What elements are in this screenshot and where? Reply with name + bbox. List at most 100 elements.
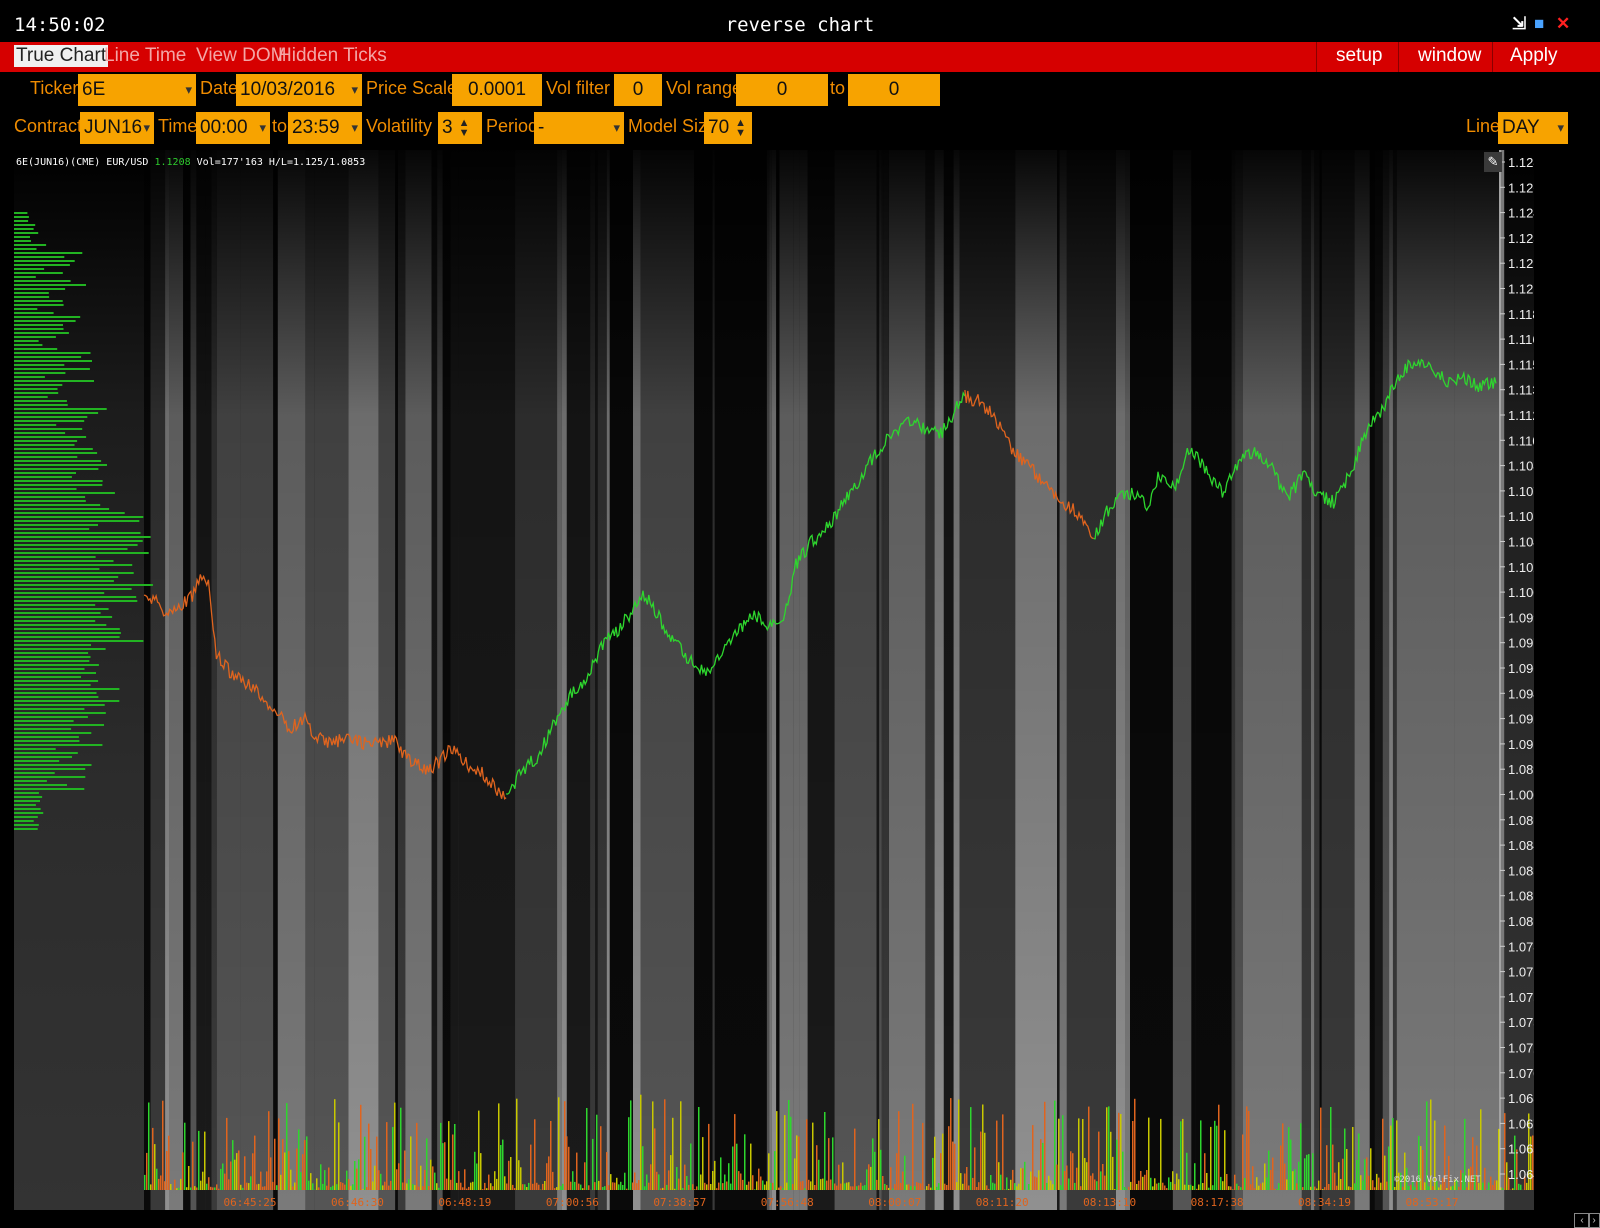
profile-bar <box>14 604 96 606</box>
volume-bar <box>1476 1145 1478 1190</box>
volume-bar <box>674 1188 676 1190</box>
volume-bar <box>868 1164 870 1190</box>
y-tick-label: 1.104 <box>1508 535 1534 550</box>
volume-bar <box>946 1185 948 1190</box>
line-select[interactable]: DAY ▾ <box>1498 112 1568 144</box>
vol-filter-input[interactable]: 0 <box>614 74 662 106</box>
volume-bar <box>694 1189 696 1190</box>
date-value: 10/03/2016 <box>240 79 336 100</box>
profile-bar <box>14 648 106 650</box>
volume-bar <box>768 1153 770 1190</box>
volume-bar <box>664 1099 666 1190</box>
setup-button[interactable]: setup <box>1336 45 1383 66</box>
volume-bar <box>1412 1181 1414 1190</box>
volume-bar <box>1236 1183 1238 1190</box>
chevron-right-icon[interactable]: › <box>1588 1213 1600 1228</box>
volume-bar <box>512 1184 514 1190</box>
volume-bar <box>264 1186 266 1190</box>
volume-bar <box>888 1187 890 1190</box>
volume-bar <box>1268 1150 1270 1190</box>
period-select[interactable]: - ▾ <box>534 112 624 144</box>
volume-bar <box>462 1187 464 1190</box>
window-button[interactable]: window <box>1418 45 1482 66</box>
volume-bar <box>880 1149 882 1190</box>
volume-profile <box>14 212 153 830</box>
maximize-icon[interactable]: ■ <box>1534 14 1545 33</box>
volume-bar <box>308 1180 310 1190</box>
profile-bar <box>14 628 120 630</box>
y-tick-label: 1.1216 <box>1508 256 1534 271</box>
y-tick-label: 1.0992 <box>1508 610 1534 625</box>
volume-bar <box>546 1163 548 1190</box>
tab-line-time[interactable]: Line Time <box>104 45 187 66</box>
volume-bar <box>1180 1121 1182 1190</box>
close-icon[interactable]: ✕ <box>1556 14 1571 33</box>
volume-bar <box>556 1187 558 1190</box>
volume-bar <box>918 1182 920 1190</box>
chevron-down-icon: ▾ <box>613 120 620 135</box>
volume-bar <box>1188 1184 1190 1190</box>
volume-bar <box>1362 1180 1364 1190</box>
profile-bar <box>14 432 66 434</box>
tab-hidden-ticks[interactable]: Hidden Ticks <box>278 45 387 66</box>
profile-bar <box>14 656 91 658</box>
pencil-icon[interactable]: ✎ <box>1484 152 1502 172</box>
vol-range-to-input[interactable]: 0 <box>848 74 940 106</box>
y-tick-label: 1.0704 <box>1508 1066 1534 1081</box>
stepper-arrows-icon[interactable]: ▲ ▼ <box>735 116 747 139</box>
volume-bar <box>232 1140 234 1190</box>
minimize-icon[interactable]: ⇲ <box>1512 14 1527 33</box>
volume-bar <box>1414 1186 1416 1190</box>
profile-bar <box>14 668 85 670</box>
volume-bar <box>330 1187 332 1190</box>
tab-view-dom[interactable]: View DOM <box>196 45 287 66</box>
volume-bar <box>1166 1188 1168 1190</box>
volume-bar <box>598 1180 600 1190</box>
volume-bar <box>1092 1173 1094 1190</box>
volume-bar <box>418 1186 420 1190</box>
volume-bar <box>882 1176 884 1190</box>
volume-bar <box>570 1181 572 1190</box>
volume-bar <box>1214 1120 1216 1190</box>
profile-bar <box>14 704 105 706</box>
volume-bar <box>152 1127 154 1190</box>
contract-select[interactable]: JUN16 ▾ <box>80 112 154 144</box>
profile-bar <box>14 240 31 242</box>
volume-bar <box>646 1174 648 1190</box>
time-label: Time <box>158 116 198 136</box>
price-scale-input[interactable]: 0.0001 <box>452 74 542 106</box>
volatility-stepper[interactable]: 3 ▲ ▼ <box>438 112 482 144</box>
volume-bar <box>1242 1134 1244 1190</box>
ticker-select[interactable]: 6E ▾ <box>78 74 196 106</box>
tab-true-chart[interactable]: True Chart <box>14 45 109 67</box>
profile-bar <box>14 376 45 378</box>
volume-bar <box>758 1168 760 1190</box>
time-to-field[interactable]: 23:59 ▾ <box>288 112 362 144</box>
time-from-field[interactable]: 00:00 ▾ <box>196 112 270 144</box>
y-tick-label: 1.1024 <box>1508 560 1534 575</box>
profile-bar <box>14 652 89 654</box>
date-field[interactable]: 10/03/2016 ▾ <box>236 74 362 106</box>
volume-bar <box>1426 1101 1428 1190</box>
volume-bar <box>932 1157 934 1190</box>
volume-bar <box>384 1181 386 1190</box>
volume-bar <box>378 1170 380 1190</box>
volume-bar <box>784 1115 786 1190</box>
vol-range-from-input[interactable]: 0 <box>736 74 828 106</box>
volume-bar <box>906 1184 908 1190</box>
volume-bar <box>1394 1187 1396 1190</box>
volume-bar <box>576 1152 578 1190</box>
volume-bar <box>824 1112 826 1190</box>
volume-bar <box>1018 1183 1020 1190</box>
volume-bar <box>726 1181 728 1190</box>
volume-bar <box>1492 1185 1494 1190</box>
profile-bar <box>14 288 66 290</box>
volume-bar <box>1504 1113 1506 1190</box>
volume-bar <box>1246 1106 1248 1190</box>
price-chart[interactable]: 1.128 1.1264 1.1248 1.1232 1.1216 1.12 1.1184 1… <box>14 150 1534 1210</box>
model-size-stepper[interactable]: 70 ▲ ▼ <box>704 112 752 144</box>
stepper-arrows-icon[interactable]: ▲ ▼ <box>458 116 470 139</box>
profile-bar <box>14 664 99 666</box>
apply-button[interactable]: Apply <box>1510 45 1558 66</box>
volume-bar <box>1318 1180 1320 1190</box>
